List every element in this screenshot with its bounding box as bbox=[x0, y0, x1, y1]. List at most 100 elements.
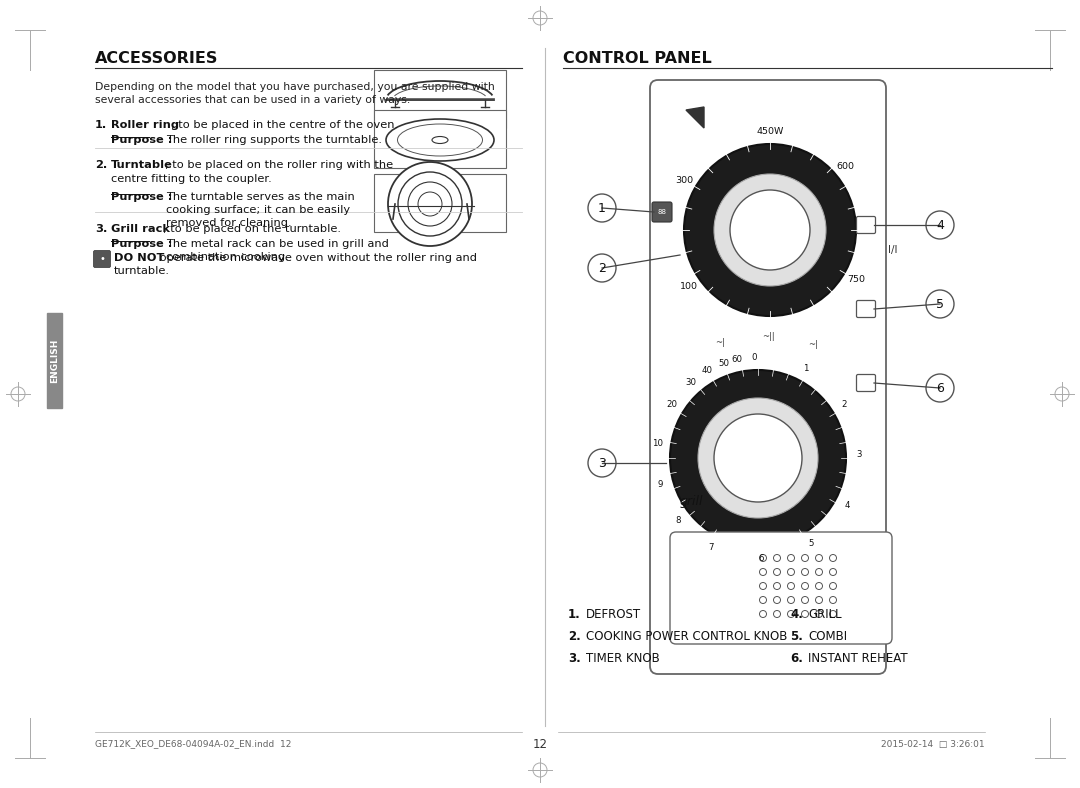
Text: DO NOT: DO NOT bbox=[114, 253, 164, 263]
Circle shape bbox=[588, 194, 616, 222]
Text: ENGLISH: ENGLISH bbox=[50, 339, 59, 383]
Text: 1.: 1. bbox=[95, 120, 107, 130]
Circle shape bbox=[588, 254, 616, 282]
Text: l/l: l/l bbox=[888, 245, 897, 255]
FancyBboxPatch shape bbox=[94, 251, 110, 267]
Text: 1.: 1. bbox=[568, 608, 581, 621]
Text: 6: 6 bbox=[759, 555, 765, 563]
Text: DEFROST: DEFROST bbox=[586, 608, 642, 621]
Text: several accessories that can be used in a variety of ways.: several accessories that can be used in … bbox=[95, 95, 410, 105]
Text: 2015-02-14  □ 3:26:01: 2015-02-14 □ 3:26:01 bbox=[881, 739, 985, 749]
Text: turntable.: turntable. bbox=[114, 266, 170, 276]
Text: 2.: 2. bbox=[568, 630, 581, 643]
Text: removed for cleaning.: removed for cleaning. bbox=[166, 218, 292, 228]
Text: 7: 7 bbox=[707, 543, 713, 552]
Text: Turntable: Turntable bbox=[111, 160, 173, 170]
Text: 1: 1 bbox=[802, 364, 808, 374]
Text: 4: 4 bbox=[936, 218, 944, 232]
Text: 1: 1 bbox=[598, 202, 606, 214]
Circle shape bbox=[829, 611, 837, 618]
Circle shape bbox=[408, 182, 453, 226]
Circle shape bbox=[801, 555, 809, 562]
Circle shape bbox=[698, 398, 818, 518]
Text: 20: 20 bbox=[666, 400, 678, 409]
Ellipse shape bbox=[397, 124, 483, 156]
Text: 750: 750 bbox=[847, 275, 865, 284]
Ellipse shape bbox=[432, 136, 448, 143]
Ellipse shape bbox=[386, 119, 494, 161]
Circle shape bbox=[773, 611, 781, 618]
Circle shape bbox=[787, 611, 795, 618]
Text: The turntable serves as the main: The turntable serves as the main bbox=[166, 192, 354, 202]
Circle shape bbox=[759, 555, 767, 562]
Circle shape bbox=[926, 374, 954, 402]
Circle shape bbox=[773, 568, 781, 575]
Text: GRILL: GRILL bbox=[808, 608, 841, 621]
Text: 50: 50 bbox=[718, 359, 729, 367]
FancyBboxPatch shape bbox=[48, 313, 62, 408]
FancyBboxPatch shape bbox=[374, 110, 507, 168]
Text: 30: 30 bbox=[685, 378, 696, 388]
Circle shape bbox=[714, 174, 826, 286]
Text: 88: 88 bbox=[658, 209, 666, 215]
Circle shape bbox=[714, 414, 802, 502]
Circle shape bbox=[388, 162, 472, 246]
Text: INSTANT REHEAT: INSTANT REHEAT bbox=[808, 652, 907, 665]
Text: 6: 6 bbox=[936, 381, 944, 395]
Text: 4: 4 bbox=[845, 501, 850, 510]
Circle shape bbox=[418, 192, 442, 216]
Circle shape bbox=[815, 582, 823, 589]
FancyBboxPatch shape bbox=[374, 174, 507, 232]
Text: 6.: 6. bbox=[789, 652, 802, 665]
Circle shape bbox=[399, 172, 462, 236]
Text: 100: 100 bbox=[680, 282, 698, 292]
Text: 12: 12 bbox=[532, 738, 548, 750]
FancyBboxPatch shape bbox=[856, 217, 876, 233]
Circle shape bbox=[684, 144, 856, 316]
Circle shape bbox=[829, 597, 837, 604]
Circle shape bbox=[670, 370, 846, 546]
Circle shape bbox=[815, 597, 823, 604]
Text: ACCESSORIES: ACCESSORIES bbox=[95, 51, 218, 66]
Circle shape bbox=[787, 597, 795, 604]
Text: cooking surface; it can be easily: cooking surface; it can be easily bbox=[166, 205, 350, 215]
Text: •: • bbox=[99, 254, 105, 264]
Text: 3.: 3. bbox=[568, 652, 581, 665]
Circle shape bbox=[759, 597, 767, 604]
Text: 5.: 5. bbox=[789, 630, 802, 643]
Text: 3: 3 bbox=[598, 456, 606, 470]
FancyBboxPatch shape bbox=[652, 202, 672, 222]
Polygon shape bbox=[686, 107, 704, 128]
Text: Roller ring: Roller ring bbox=[111, 120, 179, 130]
Text: 9: 9 bbox=[658, 480, 663, 489]
Circle shape bbox=[801, 611, 809, 618]
Text: 2: 2 bbox=[841, 400, 847, 409]
Text: grill: grill bbox=[680, 495, 703, 508]
Text: 450W: 450W bbox=[756, 127, 784, 136]
Text: , to be placed on the roller ring with the: , to be placed on the roller ring with t… bbox=[165, 160, 393, 170]
Text: 4.: 4. bbox=[789, 608, 802, 621]
FancyBboxPatch shape bbox=[856, 300, 876, 318]
Text: ~|: ~| bbox=[715, 337, 725, 347]
Text: 600: 600 bbox=[837, 162, 855, 171]
Text: 3.: 3. bbox=[95, 224, 107, 234]
Circle shape bbox=[787, 582, 795, 589]
Text: 0: 0 bbox=[752, 352, 757, 362]
Text: 10: 10 bbox=[652, 440, 663, 448]
Text: 3: 3 bbox=[856, 450, 862, 459]
Text: GE712K_XEO_DE68-04094A-02_EN.indd  12: GE712K_XEO_DE68-04094A-02_EN.indd 12 bbox=[95, 739, 292, 749]
Text: 40: 40 bbox=[702, 366, 713, 375]
FancyBboxPatch shape bbox=[374, 70, 507, 128]
Text: COMBI: COMBI bbox=[808, 630, 847, 643]
Circle shape bbox=[829, 582, 837, 589]
Text: ~|: ~| bbox=[808, 340, 818, 348]
Text: combination cooking.: combination cooking. bbox=[166, 252, 288, 262]
Text: 5: 5 bbox=[936, 298, 944, 310]
Circle shape bbox=[815, 555, 823, 562]
FancyBboxPatch shape bbox=[650, 80, 886, 674]
Circle shape bbox=[773, 555, 781, 562]
Circle shape bbox=[801, 568, 809, 575]
Circle shape bbox=[815, 568, 823, 575]
Text: 8: 8 bbox=[676, 515, 681, 525]
Text: , to be placed in the centre of the oven.: , to be placed in the centre of the oven… bbox=[171, 120, 399, 130]
